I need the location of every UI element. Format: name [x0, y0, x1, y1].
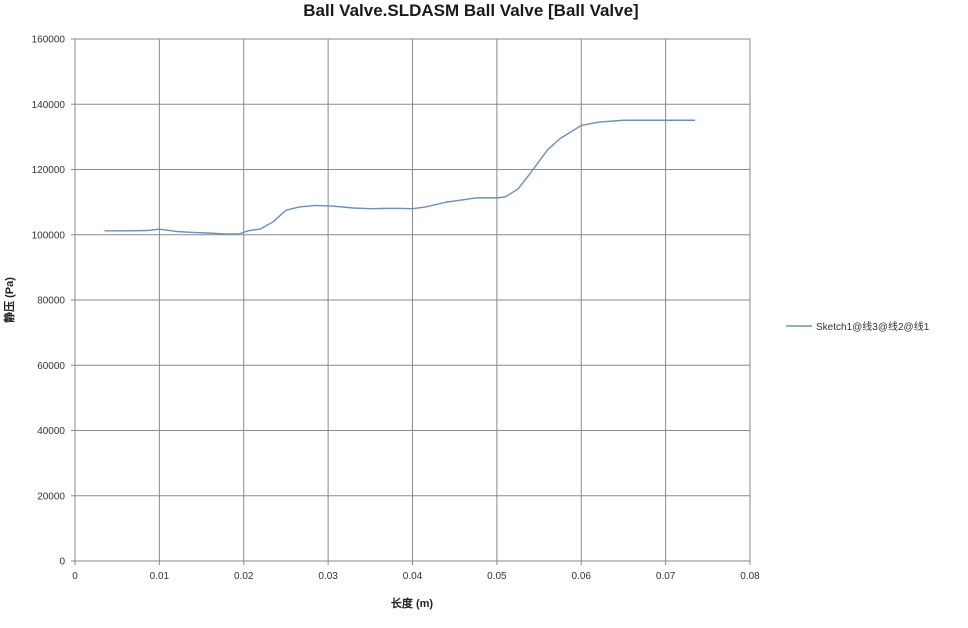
y-tick-label: 80000: [37, 296, 65, 307]
y-axis-title: 静压 (Pa): [2, 277, 16, 323]
x-tick-label: 0.04: [403, 571, 423, 582]
x-axis-ticks: 0 0.01 0.02 0.03 0.04 0.05 0.06 0.07 0.08: [72, 561, 760, 582]
y-tick-label: 100000: [32, 230, 66, 241]
series-layer: [104, 119, 696, 235]
y-tick-label: 40000: [37, 426, 65, 437]
y-axis-ticks: 0 20000 40000 60000 80000 100000 120000 140000 1…: [32, 35, 75, 568]
y-tick-label: 0: [59, 557, 65, 568]
legend: Sketch1@线3@线2@线1: [786, 320, 930, 333]
y-tick-label: 160000: [32, 35, 66, 46]
y-tick-label: 140000: [32, 100, 66, 111]
x-tick-label: 0.07: [656, 571, 676, 582]
x-tick-label: 0.03: [318, 571, 338, 582]
x-tick-label: 0.02: [234, 571, 254, 582]
y-tick-label: 120000: [32, 165, 66, 176]
x-axis-title: 长度 (m): [391, 596, 433, 610]
chart-title: Ball Valve.SLDASM Ball Valve [Ball Valve…: [303, 1, 638, 20]
y-tick-label: 20000: [37, 491, 65, 502]
series-line: [104, 119, 696, 235]
x-tick-label: 0.05: [487, 571, 507, 582]
x-tick-label: 0: [72, 571, 78, 582]
x-tick-label: 0.01: [150, 571, 170, 582]
y-tick-label: 60000: [37, 361, 65, 372]
x-tick-label: 0.08: [740, 571, 760, 582]
grid-lines: [74, 38, 751, 562]
x-tick-label: 0.06: [572, 571, 592, 582]
legend-label: Sketch1@线3@线2@线1: [816, 320, 930, 333]
